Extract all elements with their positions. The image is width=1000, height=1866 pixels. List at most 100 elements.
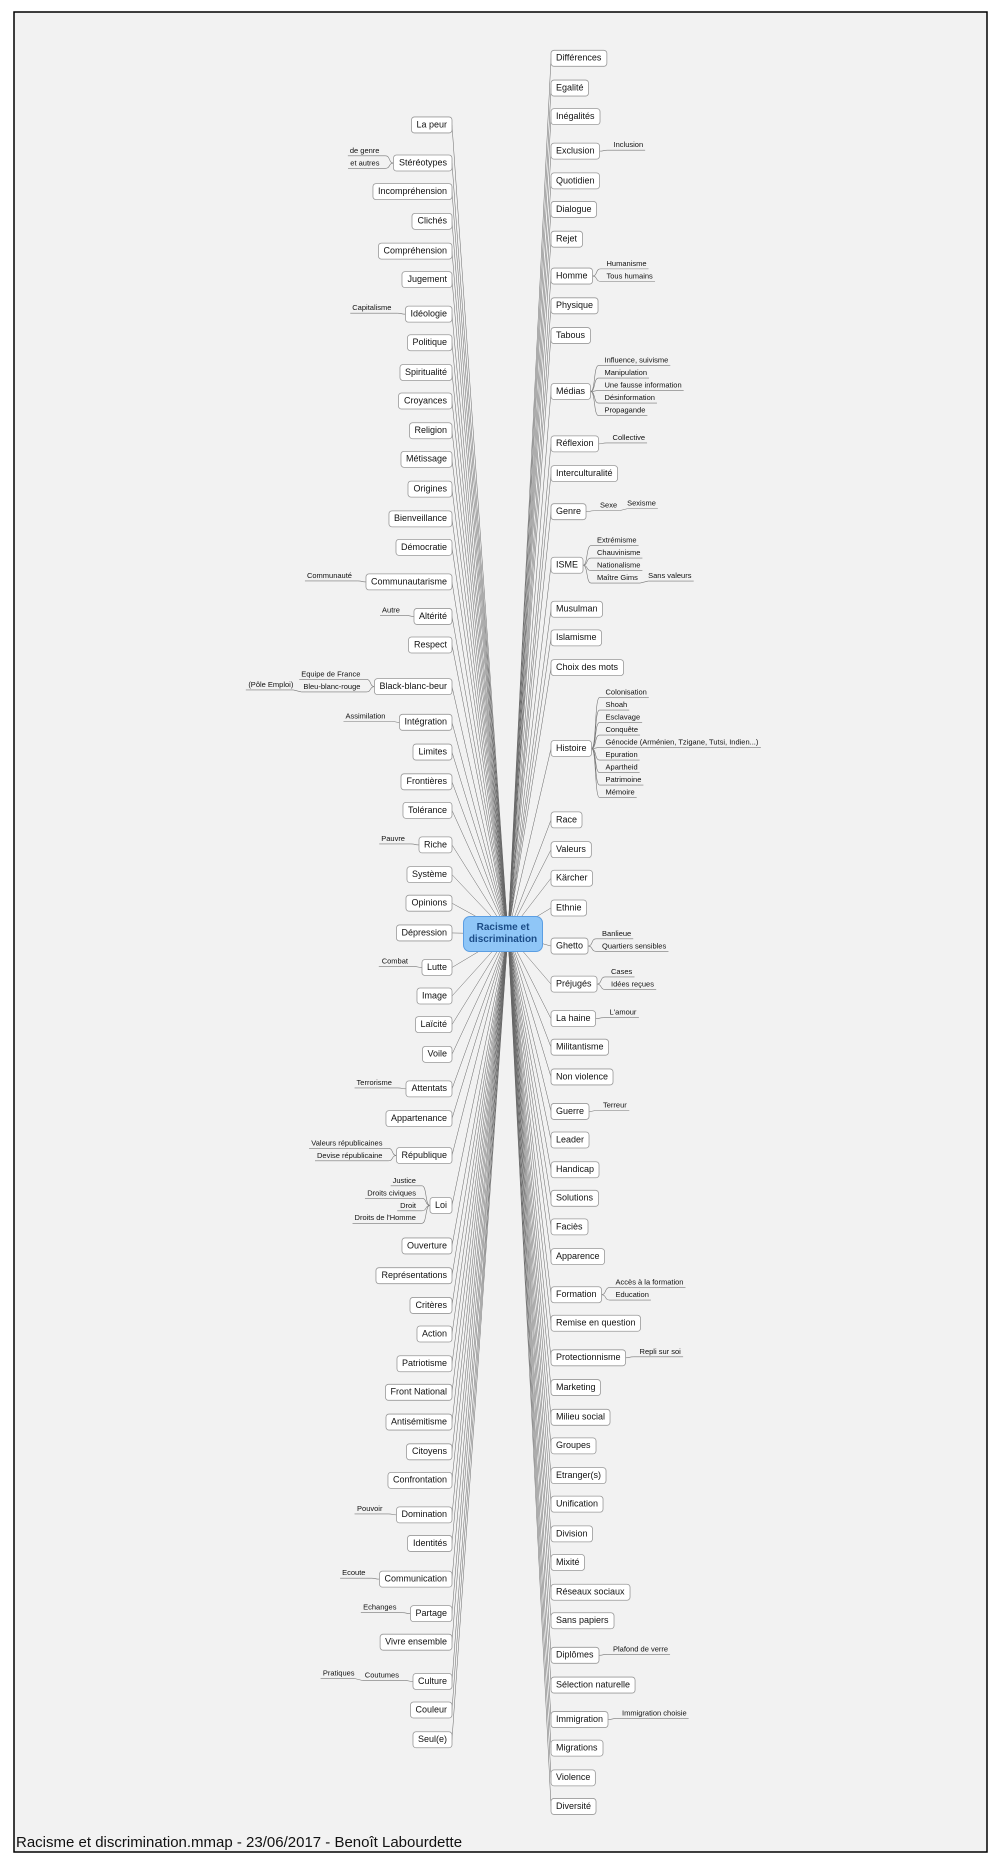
topic[interactable]: Communautarisme: [365, 573, 453, 591]
topic[interactable]: Culture: [412, 1673, 453, 1690]
topic[interactable]: Migrations: [550, 1739, 604, 1757]
topic[interactable]: Laïcité: [415, 1016, 453, 1033]
topic[interactable]: Loi: [429, 1197, 453, 1214]
topic[interactable]: Intégration: [399, 713, 453, 731]
topic[interactable]: Image: [416, 987, 453, 1005]
topic[interactable]: Ethnie: [550, 899, 587, 917]
topic[interactable]: Histoire: [550, 740, 592, 757]
topic[interactable]: Incompréhension: [372, 183, 453, 200]
topic[interactable]: Réflexion: [550, 435, 599, 453]
topic[interactable]: Clichés: [411, 212, 453, 230]
topic[interactable]: Diversité: [550, 1798, 597, 1815]
topic[interactable]: Dépression: [396, 924, 453, 942]
topic[interactable]: Egalité: [550, 79, 589, 97]
topic[interactable]: Solutions: [550, 1189, 599, 1207]
topic[interactable]: Partage: [410, 1605, 453, 1623]
topic[interactable]: Rejet: [550, 230, 583, 248]
topic[interactable]: Confrontation: [387, 1471, 453, 1489]
topic[interactable]: Réseaux sociaux: [550, 1583, 631, 1601]
topic[interactable]: Altérité: [413, 608, 453, 625]
topic[interactable]: Genre: [550, 503, 587, 521]
topic[interactable]: Politique: [407, 334, 453, 352]
topic[interactable]: Valeurs: [550, 841, 592, 859]
topic[interactable]: Militantisme: [550, 1038, 609, 1056]
topic[interactable]: Bienveillance: [388, 510, 453, 528]
topic[interactable]: Compréhension: [378, 242, 453, 260]
topic[interactable]: Préjugés: [550, 975, 598, 993]
topic[interactable]: Ghetto: [550, 937, 589, 955]
topic[interactable]: Exclusion: [550, 142, 600, 160]
topic[interactable]: Frontières: [400, 773, 453, 791]
topic[interactable]: Patriotisme: [396, 1355, 453, 1373]
topic[interactable]: Communication: [379, 1570, 453, 1588]
topic[interactable]: Respect: [408, 636, 453, 654]
topic[interactable]: Race: [550, 811, 583, 829]
topic[interactable]: Lutte: [421, 959, 453, 976]
topic[interactable]: Appartenance: [385, 1110, 453, 1127]
topic[interactable]: Couleur: [410, 1701, 453, 1719]
topic[interactable]: Croyances: [398, 392, 453, 410]
topic[interactable]: Musulman: [550, 600, 603, 618]
topic[interactable]: Opinions: [405, 894, 453, 912]
topic[interactable]: Citoyens: [406, 1443, 453, 1461]
topic[interactable]: Unification: [550, 1495, 604, 1513]
topic[interactable]: Remise en question: [550, 1314, 641, 1332]
topic[interactable]: Action: [416, 1325, 453, 1343]
topic[interactable]: Etranger(s): [550, 1467, 607, 1484]
topic[interactable]: Front National: [385, 1383, 453, 1401]
topic[interactable]: Physique: [550, 297, 599, 315]
topic[interactable]: Apparence: [550, 1248, 605, 1266]
topic[interactable]: Seul(e): [412, 1731, 453, 1749]
topic[interactable]: Handicap: [550, 1161, 600, 1179]
topic[interactable]: Mixité: [550, 1554, 585, 1571]
central-topic[interactable]: Racisme et discrimination: [463, 916, 543, 952]
topic[interactable]: Guerre: [550, 1103, 590, 1120]
topic[interactable]: Violence: [550, 1769, 596, 1787]
topic[interactable]: Spiritualité: [399, 364, 453, 381]
topic[interactable]: Médias: [550, 383, 591, 400]
topic[interactable]: Système: [406, 866, 453, 884]
topic[interactable]: Formation: [550, 1286, 602, 1304]
topic[interactable]: Inégalités: [550, 108, 601, 126]
topic[interactable]: Idéologie: [405, 305, 453, 323]
topic[interactable]: République: [396, 1147, 453, 1164]
topic[interactable]: Jugement: [401, 271, 453, 289]
topic[interactable]: Marketing: [550, 1379, 601, 1396]
topic[interactable]: Groupes: [550, 1437, 597, 1455]
topic[interactable]: ISME: [550, 556, 584, 574]
topic[interactable]: Critères: [409, 1297, 453, 1314]
topic[interactable]: Black-blanc-beur: [374, 678, 453, 696]
topic[interactable]: Ouverture: [401, 1237, 453, 1255]
topic[interactable]: Riche: [418, 836, 453, 854]
topic[interactable]: Protectionnisme: [550, 1349, 626, 1367]
topic[interactable]: Immigration: [550, 1711, 609, 1728]
topic[interactable]: Différences: [550, 49, 608, 67]
topic[interactable]: Islamisme: [550, 629, 602, 647]
topic[interactable]: Tolérance: [402, 801, 453, 819]
topic[interactable]: Antisémitisme: [385, 1413, 453, 1431]
topic[interactable]: Sélection naturelle: [550, 1676, 636, 1694]
topic[interactable]: Démocratie: [395, 539, 453, 556]
topic[interactable]: Leader: [550, 1131, 590, 1149]
topic[interactable]: Milieu social: [550, 1408, 611, 1426]
topic[interactable]: Voile: [422, 1045, 453, 1063]
topic[interactable]: Religion: [409, 422, 453, 440]
topic[interactable]: Vivre ensemble: [379, 1633, 453, 1651]
topic[interactable]: Faciès: [550, 1218, 589, 1236]
topic[interactable]: Choix des mots: [550, 659, 624, 676]
topic[interactable]: Quotidien: [550, 172, 600, 190]
topic[interactable]: Stéréotypes: [393, 154, 453, 172]
topic[interactable]: Attentats: [405, 1080, 453, 1098]
topic[interactable]: La haine: [550, 1010, 596, 1028]
topic[interactable]: Division: [550, 1525, 593, 1543]
topic[interactable]: Dialogue: [550, 201, 597, 218]
topic[interactable]: Non violence: [550, 1068, 614, 1086]
topic[interactable]: Homme: [550, 267, 593, 285]
topic[interactable]: Interculturalité: [550, 465, 618, 483]
topic[interactable]: Origines: [407, 480, 453, 498]
topic[interactable]: Tabous: [550, 327, 591, 344]
topic[interactable]: Métissage: [400, 450, 453, 468]
topic[interactable]: Représentations: [375, 1267, 453, 1285]
topic[interactable]: Identités: [407, 1535, 453, 1552]
topic[interactable]: La peur: [411, 116, 453, 134]
